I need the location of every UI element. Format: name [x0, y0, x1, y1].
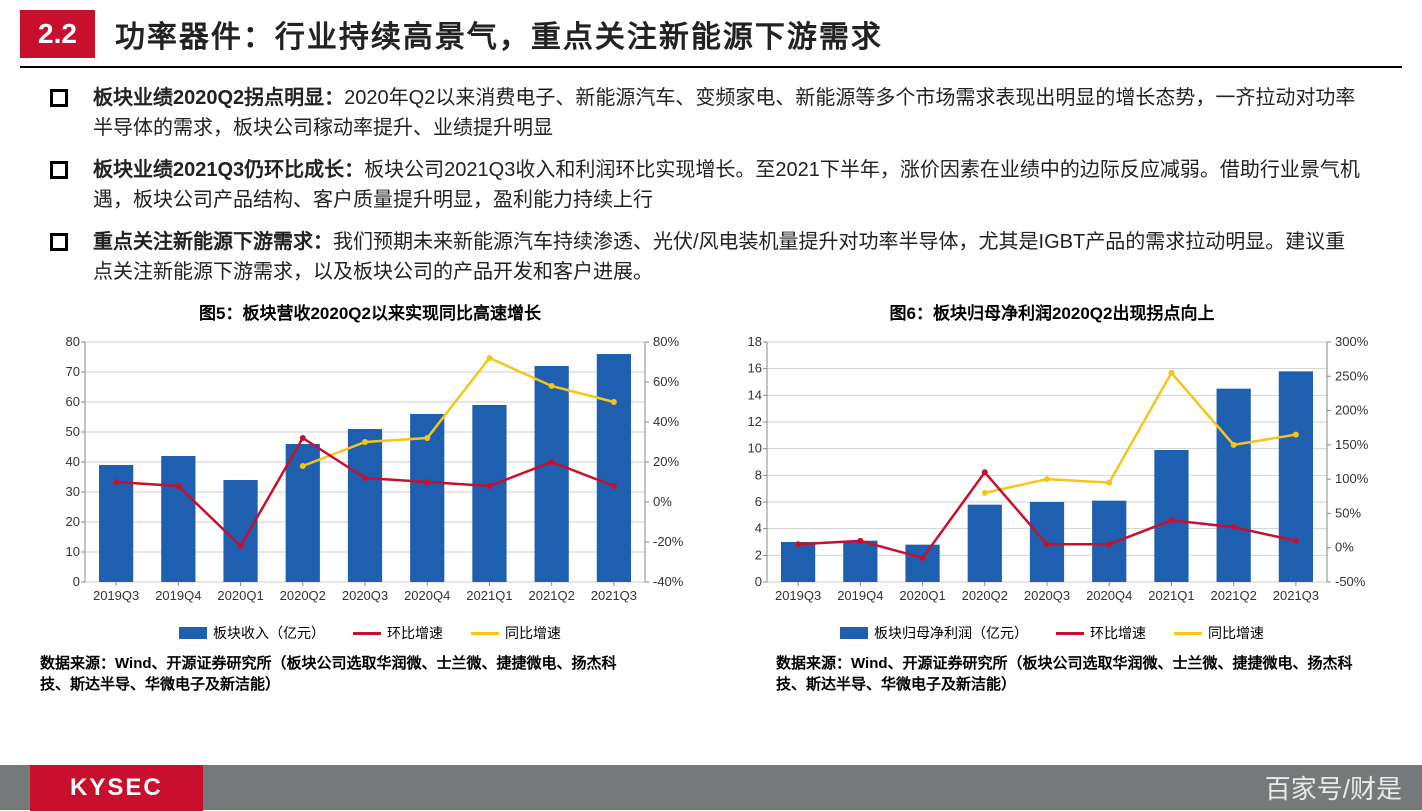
svg-text:0: 0 [755, 574, 762, 589]
svg-text:12: 12 [748, 414, 762, 429]
svg-text:30: 30 [66, 484, 80, 499]
svg-text:2020Q3: 2020Q3 [1024, 588, 1070, 603]
svg-text:20%: 20% [653, 454, 679, 469]
svg-text:18: 18 [748, 334, 762, 349]
legend-item: 同比增速 [1174, 623, 1264, 643]
svg-text:2020Q3: 2020Q3 [342, 588, 388, 603]
svg-text:250%: 250% [1335, 368, 1369, 383]
svg-text:80%: 80% [653, 334, 679, 349]
kysec-logo: KYSEC [30, 765, 203, 811]
legend-line-icon [471, 632, 499, 635]
svg-text:2021Q2: 2021Q2 [1211, 588, 1257, 603]
svg-text:2020Q2: 2020Q2 [962, 588, 1008, 603]
chart6-block: 图6：板块归母净利润2020Q2出现拐点向上 0 2 4 6 8 10 12 14 16 18 -5… [722, 299, 1382, 643]
chart5-source: 数据来源：Wind、开源证券研究所（板块公司选取华润微、士兰微、捷捷微电、扬杰科… [40, 653, 646, 695]
bullet-text: 板块业绩2020Q2拐点明显：2020年Q2以来消费电子、新能源汽车、变频家电、… [93, 83, 1362, 143]
svg-text:2019Q4: 2019Q4 [155, 588, 201, 603]
legend-label: 环比增速 [387, 623, 443, 643]
bullet-item: 板块业绩2020Q2拐点明显：2020年Q2以来消费电子、新能源汽车、变频家电、… [50, 83, 1362, 143]
page-title: 功率器件：行业持续高景气，重点关注新能源下游需求 [115, 12, 883, 56]
svg-text:2020Q4: 2020Q4 [404, 588, 450, 603]
chart5-svg: 0 10 20 30 40 50 60 70 80 -40% -20% 0% 20% 40% 60% 80% 2… [40, 332, 700, 612]
svg-text:200%: 200% [1335, 403, 1369, 418]
svg-text:14: 14 [748, 387, 762, 402]
legend-label: 同比增速 [1208, 623, 1264, 643]
svg-text:50: 50 [66, 424, 80, 439]
svg-text:2020Q2: 2020Q2 [280, 588, 326, 603]
legend-label: 环比增速 [1090, 623, 1146, 643]
svg-text:0: 0 [73, 574, 80, 589]
svg-text:4: 4 [755, 521, 762, 536]
svg-text:2021Q1: 2021Q1 [1148, 588, 1194, 603]
svg-text:2020Q4: 2020Q4 [1086, 588, 1132, 603]
svg-text:2019Q3: 2019Q3 [775, 588, 821, 603]
chart5-title: 图5：板块营收2020Q2以来实现同比高速增长 [40, 299, 700, 324]
legend-label: 同比增速 [505, 623, 561, 643]
svg-text:40: 40 [66, 454, 80, 469]
legend-line-icon [1174, 632, 1202, 635]
bullet-text: 板块业绩2021Q3仍环比成长：板块公司2021Q3收入和利润环比实现增长。至2… [93, 155, 1362, 215]
legend-item: 同比增速 [471, 623, 561, 643]
bullet-item: 重点关注新能源下游需求：我们预期未来新能源汽车持续渗透、光伏/风电装机量提升对功… [50, 227, 1362, 287]
bullet-list: 板块业绩2020Q2拐点明显：2020年Q2以来消费电子、新能源汽车、变频家电、… [50, 83, 1362, 287]
svg-text:2020Q1: 2020Q1 [899, 588, 945, 603]
svg-text:-20%: -20% [653, 534, 684, 549]
chart5-block: 图5：板块营收2020Q2以来实现同比高速增长 0 10 20 30 40 50 60 70 8… [40, 299, 700, 643]
svg-text:0%: 0% [1335, 540, 1354, 555]
svg-text:20: 20 [66, 514, 80, 529]
svg-text:16: 16 [748, 361, 762, 376]
svg-text:-40%: -40% [653, 574, 684, 589]
legend-line-icon [1056, 632, 1084, 635]
legend-line-icon [353, 632, 381, 635]
legend-label: 板块归母净利润（亿元） [874, 623, 1028, 643]
svg-text:40%: 40% [653, 414, 679, 429]
svg-text:10: 10 [66, 544, 80, 559]
page-header: 2.2 功率器件：行业持续高景气，重点关注新能源下游需求 [20, 10, 1402, 68]
section-number-badge: 2.2 [20, 10, 95, 58]
charts-container: 图5：板块营收2020Q2以来实现同比高速增长 0102030405060708… [40, 299, 1382, 643]
bullet-item: 板块业绩2021Q3仍环比成长：板块公司2021Q3收入和利润环比实现增长。至2… [50, 155, 1362, 215]
legend-item: 板块收入（亿元） [179, 623, 325, 643]
svg-text:2021Q1: 2021Q1 [466, 588, 512, 603]
legend-bar-icon [179, 627, 207, 639]
chart6-legend: 板块归母净利润（亿元） 环比增速 同比增速 [722, 623, 1382, 643]
chart5-legend: 板块收入（亿元） 环比增速 同比增速 [40, 623, 700, 643]
svg-text:100%: 100% [1335, 471, 1369, 486]
svg-text:2019Q4: 2019Q4 [837, 588, 883, 603]
svg-text:150%: 150% [1335, 437, 1369, 452]
legend-item: 环比增速 [353, 623, 443, 643]
legend-item: 板块归母净利润（亿元） [840, 623, 1028, 643]
svg-text:2021Q3: 2021Q3 [1273, 588, 1319, 603]
legend-item: 环比增速 [1056, 623, 1146, 643]
square-bullet-icon [50, 161, 68, 179]
svg-text:6: 6 [755, 494, 762, 509]
square-bullet-icon [50, 233, 68, 251]
svg-text:2019Q3: 2019Q3 [93, 588, 139, 603]
svg-text:60%: 60% [653, 374, 679, 389]
svg-text:2021Q2: 2021Q2 [529, 588, 575, 603]
square-bullet-icon [50, 89, 68, 107]
svg-text:60: 60 [66, 394, 80, 409]
svg-text:300%: 300% [1335, 334, 1369, 349]
svg-text:2: 2 [755, 547, 762, 562]
svg-text:10: 10 [748, 441, 762, 456]
svg-text:70: 70 [66, 364, 80, 379]
svg-text:50%: 50% [1335, 505, 1361, 520]
svg-text:8: 8 [755, 467, 762, 482]
chart6-svg: 0 2 4 6 8 10 12 14 16 18 -50% 0% 50% 100% 150% 200% 250%… [722, 332, 1382, 612]
svg-text:0%: 0% [653, 494, 672, 509]
bullet-text: 重点关注新能源下游需求：我们预期未来新能源汽车持续渗透、光伏/风电装机量提升对功… [93, 227, 1362, 287]
svg-text:2020Q1: 2020Q1 [217, 588, 263, 603]
chart6-title: 图6：板块归母净利润2020Q2出现拐点向上 [722, 299, 1382, 324]
watermark-text: 百家号/财是 [1265, 769, 1402, 806]
svg-text:2021Q3: 2021Q3 [591, 588, 637, 603]
svg-text:-50%: -50% [1335, 574, 1366, 589]
legend-label: 板块收入（亿元） [213, 623, 325, 643]
legend-bar-icon [840, 627, 868, 639]
chart6-source: 数据来源：Wind、开源证券研究所（板块公司选取华润微、士兰微、捷捷微电、扬杰科… [776, 653, 1382, 695]
svg-text:80: 80 [66, 334, 80, 349]
page-footer: KYSEC 百家号/财是 [0, 765, 1422, 810]
